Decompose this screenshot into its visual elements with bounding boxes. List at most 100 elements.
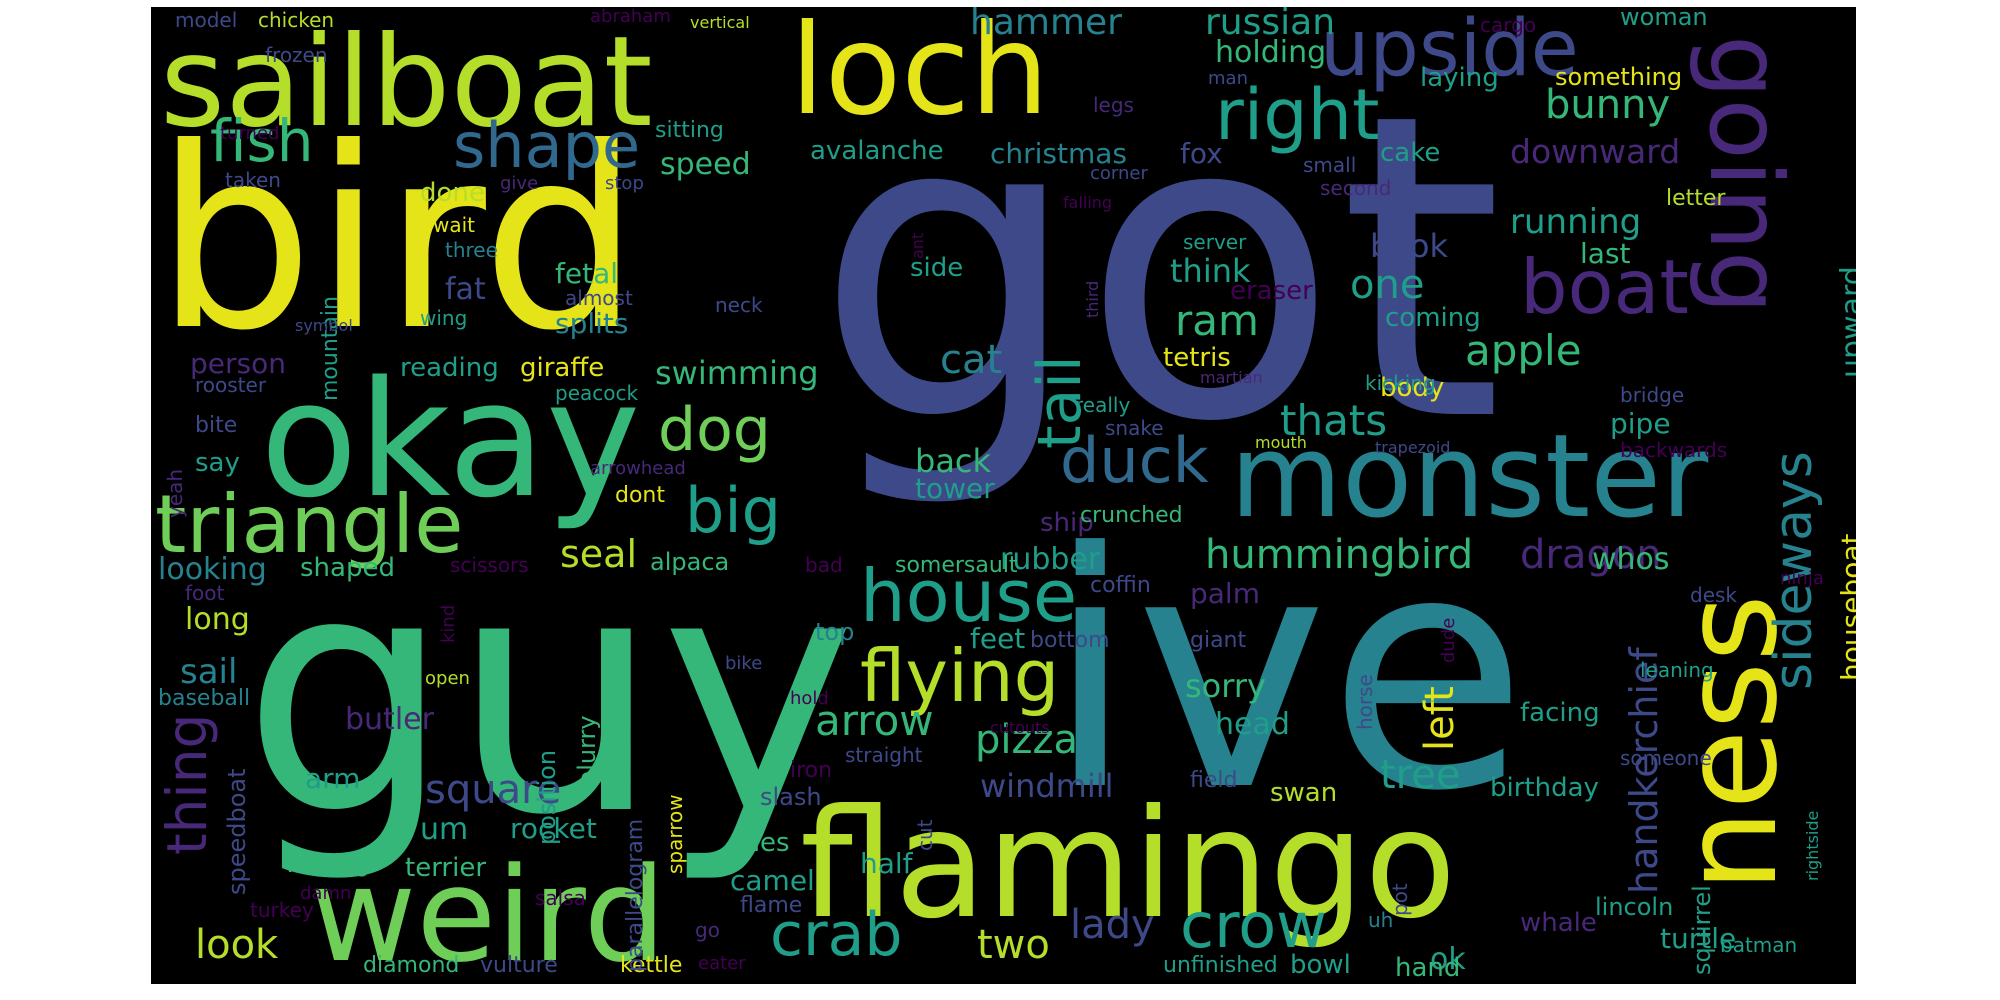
word-last: last: [1580, 237, 1631, 270]
word-swan: swan: [1270, 778, 1338, 808]
word-third: third: [1083, 280, 1102, 318]
word-shaped: shaped: [300, 553, 395, 583]
word-upward: upward: [1835, 266, 1856, 378]
word-tetris: tetris: [1163, 343, 1231, 373]
word-three: three: [445, 238, 498, 262]
word-going: going: [1687, 35, 1804, 315]
word-turkey: turkey: [250, 898, 314, 922]
word-think: think: [1170, 252, 1251, 290]
word-iron: iron: [790, 758, 833, 783]
word-bike: bike: [725, 653, 763, 674]
word-cut: cut: [913, 819, 937, 851]
word-ram: ram: [1175, 296, 1259, 345]
word-arrowhead: arrowhead: [590, 458, 686, 479]
word-speedboat: speedboat: [223, 768, 251, 895]
word-back: back: [915, 442, 992, 480]
word-give: give: [500, 173, 539, 194]
word-baseball: baseball: [158, 686, 251, 711]
word-mouth: mouth: [1255, 433, 1307, 452]
word-pot: pot: [1388, 883, 1412, 916]
word-weird: weird: [310, 839, 667, 984]
word-rubber: rubber: [1000, 542, 1101, 577]
word-side: side: [910, 253, 964, 283]
word-facing: facing: [1520, 698, 1600, 728]
word-bad: bad: [805, 553, 843, 577]
word-damn: damn: [300, 883, 352, 904]
word-loch: loch: [790, 7, 1050, 143]
word-salsa: salsa: [535, 886, 586, 910]
word-leaning: leaning: [1640, 658, 1714, 682]
word-martian: martian: [1200, 368, 1263, 387]
word-splits: splits: [555, 307, 629, 340]
word-corner: corner: [1090, 163, 1148, 184]
word-bowl: bowl: [1290, 950, 1351, 980]
word-second: second: [1320, 176, 1392, 200]
word-sitting: sitting: [655, 118, 724, 143]
word-lady: lady: [1070, 902, 1155, 948]
word-tree: tree: [1380, 752, 1461, 798]
word-mountain: mountain: [318, 295, 343, 401]
word-something: something: [1555, 63, 1683, 91]
word-sailboat: sailboat: [160, 10, 653, 155]
word-position: position: [533, 750, 561, 846]
word-lincoln: lincoln: [1595, 893, 1674, 921]
word-top: top: [815, 618, 855, 646]
word-wait: wait: [433, 213, 476, 237]
word-vertical: vertical: [690, 13, 750, 32]
word-eraser: eraser: [1230, 276, 1313, 306]
word-woman: woman: [1620, 7, 1708, 31]
word-peacock: peacock: [555, 381, 639, 405]
word-man: man: [1208, 68, 1248, 89]
word-laying: laying: [1420, 63, 1499, 93]
word-slash: slash: [760, 783, 822, 811]
word-giant: giant: [1190, 628, 1247, 653]
word-left: left: [1417, 686, 1463, 751]
word-backwards: backwards: [1620, 438, 1728, 462]
word-apple: apple: [1465, 326, 1582, 375]
word-holding: holding: [1215, 35, 1327, 70]
word-turtle: turtle: [1660, 922, 1737, 955]
word-wing: wing: [420, 306, 468, 330]
word-ive: ive: [1045, 483, 1528, 862]
word-pipe: pipe: [1610, 407, 1671, 440]
word-alpaca: alpaca: [650, 548, 730, 576]
word-bird: bird: [155, 94, 641, 385]
word-cargo: cargo: [1480, 13, 1537, 37]
word-head: head: [1215, 707, 1290, 742]
word-cat: cat: [940, 337, 1003, 383]
word-taken: taken: [225, 168, 281, 192]
word-straight: straight: [845, 743, 923, 767]
word-kind: kind: [438, 604, 459, 644]
word-two: two: [977, 922, 1050, 968]
word-cloud-canvas: got guy ive bird sailboat loch okay monster flam…: [151, 7, 1856, 984]
word-upside: upside: [1320, 7, 1579, 94]
word-fox: fox: [1180, 137, 1223, 170]
word-looking: looking: [158, 552, 267, 587]
word-cutouts: cutouts: [990, 718, 1050, 737]
word-thing: thing: [155, 713, 219, 855]
word-hummingbird: hummingbird: [1205, 532, 1474, 578]
word-flamingo: flamingo: [800, 778, 1457, 952]
word-flame: flame: [740, 893, 803, 918]
word-walking: walking: [285, 853, 370, 878]
word-crab: crab: [770, 900, 903, 970]
word-somersault: somersault: [895, 553, 1018, 578]
word-go: go: [695, 918, 720, 942]
word-seal: seal: [560, 532, 638, 576]
word-monster: monster: [1230, 410, 1709, 544]
word-look: look: [195, 922, 279, 968]
word-sail: sail: [180, 652, 238, 692]
word-scissors: scissors: [450, 553, 529, 577]
word-desk: desk: [1690, 583, 1738, 607]
word-birthday: birthday: [1490, 773, 1599, 803]
word-whos: whos: [1592, 542, 1670, 577]
word-kicking: kicking: [1365, 371, 1436, 395]
word-model: model: [175, 8, 238, 32]
word-symbol: symbol: [295, 316, 353, 335]
word-half: half: [860, 847, 913, 880]
word-ninja: ninja: [1780, 568, 1824, 589]
word-hand: hand: [1395, 953, 1461, 983]
word-someone: someone: [1620, 746, 1712, 770]
word-boat: boat: [1520, 243, 1689, 331]
word-say: say: [195, 448, 240, 478]
